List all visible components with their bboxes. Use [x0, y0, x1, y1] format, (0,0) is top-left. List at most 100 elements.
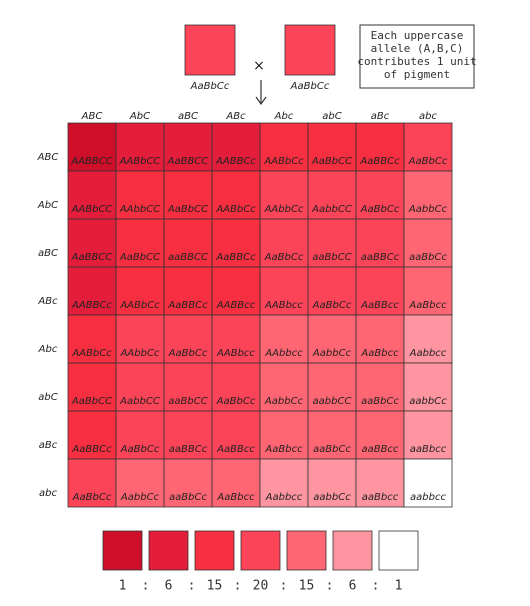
cell	[403, 458, 453, 508]
cell	[115, 314, 165, 364]
legend-swatch	[332, 530, 373, 571]
cell-genotype: AaBBcc	[216, 444, 255, 455]
parent-genotype: AaBbCc	[190, 81, 230, 92]
legend-swatch	[240, 530, 281, 571]
cell	[259, 266, 309, 316]
cell	[211, 458, 261, 508]
note-line: of pigment	[384, 68, 450, 81]
cell-genotype: AaBbCc	[312, 300, 352, 311]
cell-genotype: AaBbCC	[311, 156, 352, 167]
cell-genotype: AaBbCC	[71, 396, 112, 407]
parent-genotype: AaBbCc	[290, 81, 330, 92]
cell-genotype: AabbCC	[119, 396, 160, 407]
cell	[67, 458, 117, 508]
cell	[259, 362, 309, 412]
ratio-value: 1	[395, 579, 403, 594]
cell	[115, 410, 165, 460]
cell-genotype: AaBBcc	[360, 300, 399, 311]
cell-genotype: AaBbcc	[360, 348, 399, 359]
cell-genotype: AABbCc	[71, 348, 112, 359]
cell-genotype: AaBBCc	[167, 300, 208, 311]
cell	[259, 218, 309, 268]
column-header: ABC	[81, 111, 103, 122]
cell-genotype: AaBbCC	[119, 252, 160, 263]
cell	[259, 122, 309, 172]
column-header: aBC	[178, 111, 198, 122]
row-header: aBc	[39, 440, 58, 451]
note-box	[359, 24, 475, 89]
cell-genotype: AABbcc	[264, 300, 303, 311]
cell-genotype: AabbCc	[312, 348, 352, 359]
cell	[67, 218, 117, 268]
cell-genotype: AABbcc	[216, 348, 255, 359]
cell-genotype: aabbCc	[409, 396, 447, 407]
cell-genotype: AaBbcc	[408, 300, 447, 311]
cell-genotype: aaBBcc	[362, 444, 399, 455]
ratio-value: 20	[253, 579, 269, 594]
cell-genotype: AABbCc	[215, 204, 256, 215]
cell-genotype: aaBbCC	[312, 252, 351, 263]
cell	[355, 362, 405, 412]
cell-genotype: AABbCC	[119, 156, 161, 167]
cell-genotype: AaBbCc	[264, 252, 304, 263]
cell-genotype: AABbCc	[263, 156, 304, 167]
cell-genotype: AABBCc	[71, 300, 112, 311]
cell	[307, 218, 357, 268]
cell-genotype: aaBbCc	[169, 492, 207, 503]
note-line: allele (A,B,C)	[371, 42, 464, 55]
cell	[163, 314, 213, 364]
ratio-value: 15	[207, 579, 223, 594]
cell	[403, 314, 453, 364]
cell-genotype: AAbbcc	[264, 348, 303, 359]
note-line: Each uppercase	[371, 29, 464, 42]
cell	[163, 362, 213, 412]
row-header: AbC	[37, 200, 58, 211]
row-header: abc	[39, 488, 57, 499]
cell-genotype: AAbbCc	[264, 204, 304, 215]
cell-genotype: aaBBCc	[169, 444, 208, 455]
cell-genotype: aaBbCc	[361, 396, 399, 407]
cell-genotype: AabbCc	[264, 396, 304, 407]
cell-genotype: aaBbcc	[362, 492, 399, 503]
cell-genotype: AABBcc	[216, 300, 256, 311]
row-header: Abc	[38, 344, 58, 355]
cell-genotype: AABBCc	[215, 156, 256, 167]
legend-swatch	[378, 530, 419, 571]
cell-genotype: Aabbcc	[409, 348, 447, 359]
column-header: abC	[322, 111, 341, 122]
cell	[403, 218, 453, 268]
ratio-value: 6	[349, 579, 357, 594]
cell	[355, 314, 405, 364]
cell	[403, 410, 453, 460]
cell	[403, 266, 453, 316]
cell	[115, 122, 165, 172]
cell	[163, 170, 213, 220]
cell	[355, 458, 405, 508]
cross-sign: ×	[253, 58, 265, 74]
cell-genotype: AaBbcc	[264, 444, 303, 455]
cell	[67, 410, 117, 460]
cell-genotype: AABBCC	[70, 156, 112, 167]
cell	[211, 218, 261, 268]
cell	[163, 458, 213, 508]
cell-genotype: AaBBCc	[359, 156, 400, 167]
cell	[259, 314, 309, 364]
cell	[211, 170, 261, 220]
ratio-separator: :	[234, 579, 242, 594]
ratio-value: 6	[165, 579, 173, 594]
cell-genotype: AAbbCc	[120, 348, 160, 359]
cell-genotype: AaBbCc	[216, 396, 256, 407]
cell-genotype: aaBBCc	[361, 252, 400, 263]
legend-swatch	[194, 530, 235, 571]
row-header: ABc	[37, 296, 58, 307]
column-header: abc	[419, 111, 437, 122]
cell	[403, 170, 453, 220]
cell-genotype: AaBbCc	[360, 204, 400, 215]
column-header: ABc	[225, 111, 246, 122]
cell-genotype: aabbcc	[410, 492, 446, 503]
cell-genotype: AaBbCc	[120, 444, 160, 455]
column-header: aBc	[371, 111, 390, 122]
cell	[259, 170, 309, 220]
cell	[355, 218, 405, 268]
